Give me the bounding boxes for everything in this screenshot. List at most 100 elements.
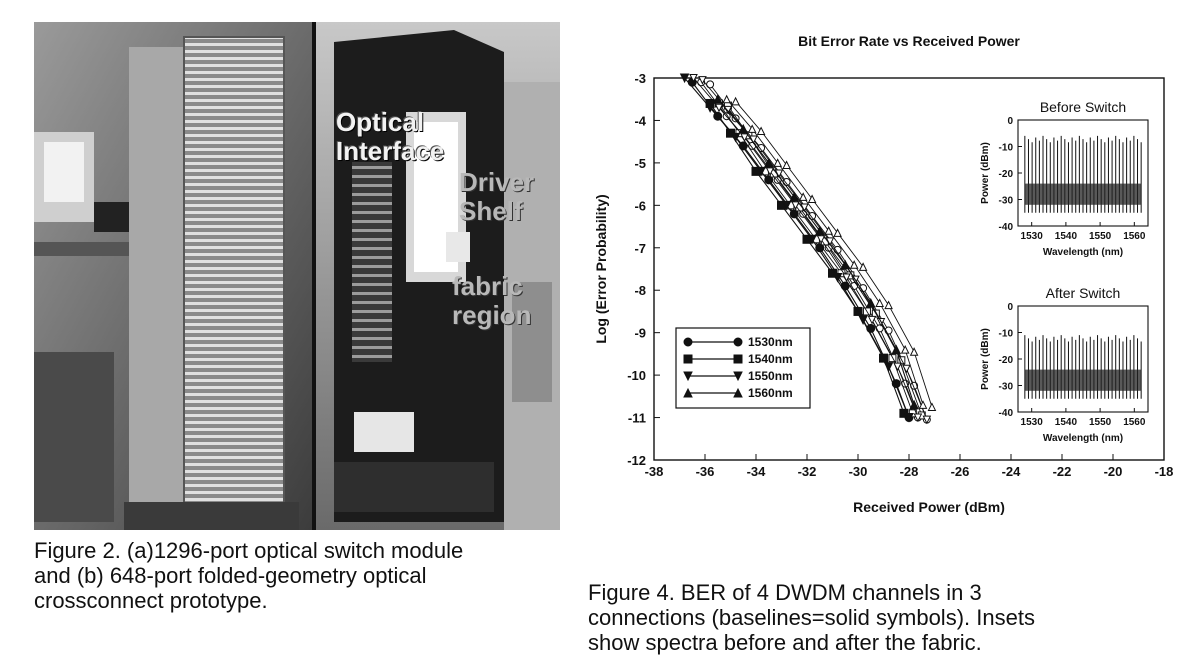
data-point-1550nm (858, 315, 868, 326)
data-point-open-1560nm (875, 298, 884, 307)
data-point-1550nm (883, 362, 894, 372)
data-point-1550nm (904, 413, 914, 423)
inset-after-y-tick-label: 0 (1007, 302, 1013, 313)
legend-marker-1540nm (733, 354, 743, 364)
x-axis-label: Received Power (dBm) (853, 499, 1005, 515)
figure2-caption: Figure 2. (a)1296-port optical switch mo… (34, 538, 464, 613)
data-point-open-1550nm (867, 315, 877, 325)
data-point-open-1560nm (833, 228, 842, 237)
inset-before-x-tick-label: 1560 (1123, 231, 1146, 242)
x-tick-label: -22 (1053, 464, 1072, 479)
legend-marker-1530nm (733, 337, 743, 347)
inset-after-y-label: Power (dBm) (980, 328, 991, 390)
label-driver-shelf: Driver Shelf (459, 167, 535, 226)
data-point-open-1560nm (747, 124, 757, 133)
data-point-open-1550nm (740, 133, 749, 143)
data-point-open-1550nm (842, 273, 851, 283)
data-point-open-1560nm (918, 400, 928, 409)
data-point-1560nm (738, 123, 749, 134)
data-point-1550nm (705, 103, 715, 113)
label-fabric-region: fabric region (452, 271, 532, 330)
inset-after-x-tick-label: 1530 (1021, 417, 1044, 428)
legend-marker-1550nm (733, 371, 743, 382)
label-optical-interface: Optical Interface (336, 107, 445, 166)
series-line-open-1550nm (693, 77, 919, 418)
y-tick-label: -5 (634, 156, 646, 171)
data-point-1560nm (891, 344, 902, 355)
y-axis-label: Log (Error Probability) (593, 194, 609, 343)
inset-after-y-tick-label: -40 (999, 408, 1014, 419)
data-point-1560nm (763, 157, 774, 168)
data-point-open-1550nm (922, 415, 932, 425)
data-point-open-1550nm (689, 74, 698, 83)
y-tick-label: -11 (628, 411, 646, 426)
inset-before-y-tick-label: -40 (999, 222, 1014, 233)
legend-marker-1550nm (683, 371, 693, 382)
series-line-1550nm (684, 77, 910, 418)
data-point-1550nm (679, 73, 690, 84)
y-tick-label: -4 (634, 113, 646, 128)
x-tick-label: -20 (1104, 464, 1123, 479)
inset-after-x-tick-label: 1560 (1123, 417, 1146, 428)
inset-after-noise-band (1024, 369, 1142, 391)
inset-before-y-tick-label: 0 (1007, 116, 1013, 127)
data-point-open-1560nm (884, 300, 893, 310)
data-point-open-1550nm (913, 413, 923, 423)
data-point-1550nm (832, 272, 843, 283)
inset-after-y-tick-label: -30 (999, 382, 1014, 393)
y-tick-label: -8 (634, 283, 646, 298)
chart-title: Bit Error Rate vs Received Power (798, 33, 1020, 49)
y-tick-label: -9 (634, 326, 646, 341)
data-point-open-1550nm (893, 362, 902, 372)
data-point-open-1560nm (731, 96, 740, 106)
x-tick-label: -30 (849, 464, 868, 479)
inset-before-y-tick-label: -20 (999, 169, 1014, 180)
data-point-1560nm (840, 259, 851, 270)
legend-marker-1560nm (683, 387, 693, 398)
data-point-1550nm (756, 166, 766, 177)
data-point-open-1560nm (722, 94, 731, 104)
data-point-1560nm (712, 94, 723, 104)
inset-before-x-tick-label: 1530 (1021, 231, 1044, 242)
x-tick-label: -36 (696, 464, 715, 479)
inset-before-x-tick-label: 1550 (1089, 231, 1112, 242)
data-point-1560nm (814, 225, 825, 236)
y-tick-label: -12 (627, 453, 646, 468)
data-point-open-1550nm (816, 235, 826, 244)
inset-before-channel-peaks (1024, 135, 1142, 213)
data-point-1560nm (909, 399, 919, 410)
x-tick-label: -24 (1002, 464, 1022, 479)
data-point-open-1560nm (782, 160, 791, 170)
data-point-open-1550nm (698, 76, 707, 85)
x-tick-label: -38 (645, 464, 664, 479)
legend-box (675, 327, 811, 409)
inset-before-y-tick-label: -30 (999, 196, 1014, 207)
data-point-open-1560nm (756, 126, 766, 136)
data-point-open-1560nm (858, 262, 868, 271)
inset-after-x-label: Wavelength (nm) (1043, 433, 1123, 444)
data-point-open-1560nm (909, 347, 919, 356)
data-point-open-1560nm (807, 194, 817, 203)
data-point-open-1560nm (773, 158, 782, 167)
data-point-1550nm (730, 132, 741, 143)
inset-before-x-tick-label: 1540 (1055, 231, 1078, 242)
data-point-1550nm (807, 234, 817, 245)
legend-label: 1560nm (748, 386, 793, 400)
inset-before-y-tick-label: -10 (999, 143, 1014, 154)
figure2-photo: Optical Interface Driver Shelf fabric re… (34, 22, 560, 530)
legend-marker-1530nm (683, 337, 693, 347)
inset-after-y-tick-label: -10 (999, 329, 1014, 340)
inset-before-noise-band (1024, 183, 1142, 205)
figure4-caption: Figure 4. BER of 4 DWDM channels in 3 co… (588, 580, 1035, 655)
data-point-open-1560nm (824, 226, 833, 235)
x-tick-label: -18 (1155, 464, 1174, 479)
data-point-open-1530nm (782, 177, 791, 186)
inset-before-y-label: Power (dBm) (980, 142, 991, 204)
data-point-open-1530nm (808, 211, 817, 220)
figure4-chart: Bit Error Rate vs Received Power -38 -36 -3… (584, 28, 1196, 528)
y-tick-label: -3 (634, 71, 646, 86)
data-point-open-1560nm (927, 402, 937, 411)
data-point-open-1550nm (765, 167, 775, 176)
legend-label: 1550nm (748, 369, 793, 383)
data-point-1560nm (865, 297, 876, 308)
